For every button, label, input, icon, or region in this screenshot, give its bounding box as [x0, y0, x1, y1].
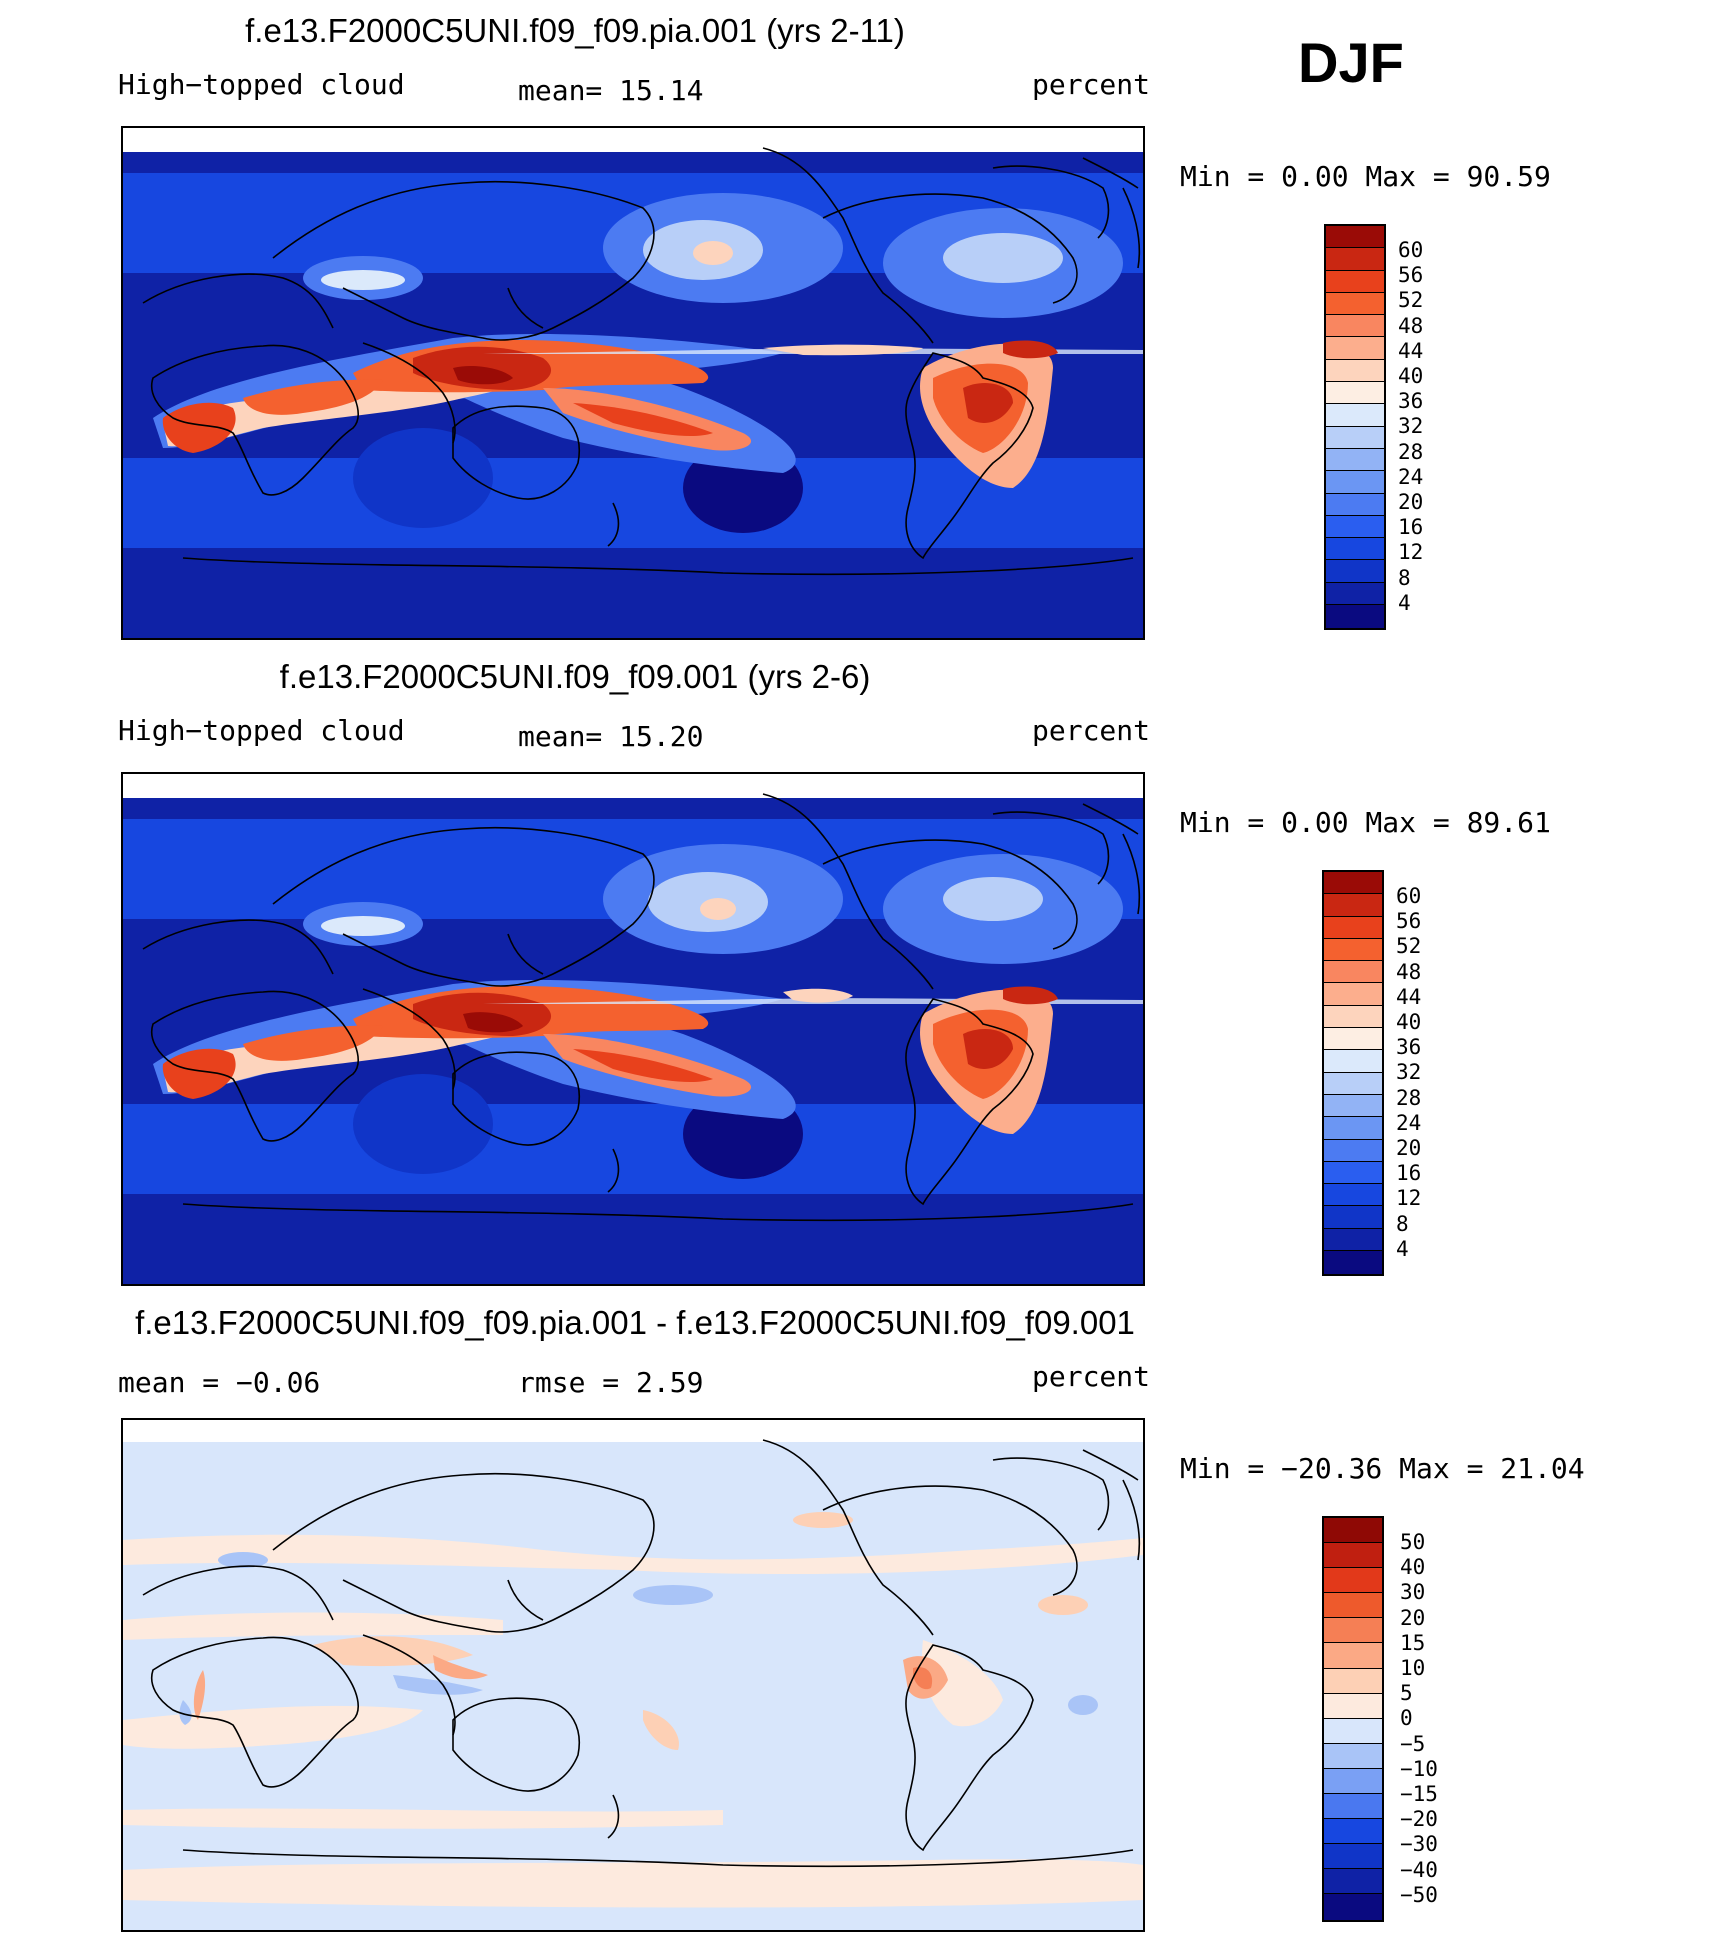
colorbar-tick-label: −50 [1400, 1882, 1438, 1907]
panel1-map [121, 126, 1145, 640]
colorbar-tick-label: 56 [1396, 909, 1422, 934]
panel3-rmse-label: rmse = 2.59 [518, 1366, 704, 1399]
panel1-title: f.e13.F2000C5UNI.f09_f09.pia.001 (yrs 2-… [245, 12, 905, 49]
colorbar-tick-label: 28 [1396, 1085, 1422, 1110]
panel3-mean-label: mean = −0.06 [118, 1366, 321, 1399]
panel1-minmax-label: Min = 0.00 Max = 90.59 [1180, 160, 1551, 193]
colorbar-tick-label: 24 [1396, 1110, 1422, 1135]
panel2-map [121, 772, 1145, 1286]
colorbar-tick-label: −15 [1400, 1782, 1438, 1806]
colorbar-tick-label: 10 [1400, 1656, 1426, 1680]
colorbar-tick-label: 28 [1398, 439, 1424, 464]
panel3-title: f.e13.F2000C5UNI.f09_f09.pia.001 - f.e13… [135, 1304, 1135, 1341]
panel1-colorbar [1324, 224, 1386, 630]
colorbar-tick-label: 60 [1398, 238, 1424, 262]
panel1-mean-label: mean= 15.14 [518, 74, 704, 107]
colorbar-tick-label: 12 [1398, 540, 1424, 565]
panel2-title: f.e13.F2000C5UNI.f09_f09.001 (yrs 2-6) [279, 658, 871, 695]
colorbar-tick-label: 32 [1396, 1060, 1422, 1085]
colorbar-tick-label: 24 [1398, 464, 1424, 489]
colorbar-tick-label: −30 [1400, 1832, 1438, 1857]
panel2-variable-label: High−topped cloud [118, 714, 405, 747]
colorbar-tick-label: 60 [1396, 884, 1422, 908]
panel3-minmax-label: Min = −20.36 Max = 21.04 [1180, 1452, 1585, 1485]
colorbar-tick-label: 50 [1400, 1530, 1426, 1554]
colorbar-tick-label: 20 [1398, 490, 1424, 514]
colorbar-tick-label: 44 [1398, 338, 1424, 363]
colorbar-tick-label: 52 [1398, 288, 1424, 313]
panel2-minmax-label: Min = 0.00 Max = 89.61 [1180, 806, 1551, 839]
colorbar-tick-label: 16 [1398, 515, 1424, 540]
colorbar-tick-label: 40 [1396, 1010, 1422, 1034]
colorbar-tick-label: 30 [1400, 1580, 1426, 1605]
season-label: DJF [1298, 31, 1404, 94]
colorbar-tick-label: 48 [1398, 313, 1424, 338]
colorbar-tick-label: 44 [1396, 984, 1422, 1009]
colorbar-tick-label: 20 [1396, 1136, 1422, 1160]
colorbar-tick-label: −5 [1400, 1731, 1426, 1756]
colorbar-tick-label: 36 [1398, 389, 1424, 414]
colorbar-tick-label: −20 [1400, 1807, 1438, 1832]
colorbar-tick-label: 4 [1396, 1236, 1409, 1261]
colorbar-tick-label: 52 [1396, 934, 1422, 959]
panel3-map [121, 1418, 1145, 1932]
colorbar-tick-label: 56 [1398, 263, 1424, 288]
colorbar-tick-label: 15 [1400, 1630, 1426, 1655]
colorbar-tick-label: 8 [1398, 565, 1411, 590]
colorbar-tick-label: −10 [1400, 1756, 1438, 1781]
colorbar-tick-label: 16 [1396, 1161, 1422, 1186]
colorbar-tick-label: 12 [1396, 1186, 1422, 1211]
panel2-colorbar [1322, 870, 1384, 1276]
colorbar-tick-label: 40 [1398, 364, 1424, 388]
panel2-units-label: percent [1032, 714, 1151, 747]
colorbar-tick-label: −40 [1400, 1857, 1438, 1882]
colorbar-tick-label: 5 [1400, 1681, 1413, 1706]
panel2-mean-label: mean= 15.20 [518, 720, 704, 753]
panel3-map-svg [123, 1420, 1143, 1930]
colorbar-tick-label: 40 [1400, 1555, 1426, 1580]
colorbar-tick-label: 0 [1400, 1706, 1413, 1731]
panel1-variable-label: High−topped cloud [118, 68, 405, 101]
panel1-units-label: percent [1032, 68, 1151, 101]
panel2-map-svg [123, 774, 1143, 1284]
panel3-units-label: percent [1032, 1360, 1151, 1393]
panel3-colorbar [1322, 1516, 1384, 1922]
colorbar-tick-label: 36 [1396, 1035, 1422, 1060]
colorbar-tick-label: 8 [1396, 1211, 1409, 1236]
colorbar-tick-label: 32 [1398, 414, 1424, 439]
colorbar-tick-label: 48 [1396, 959, 1422, 984]
colorbar-tick-label: 4 [1398, 590, 1411, 615]
panel1-map-svg [123, 128, 1143, 638]
colorbar-tick-label: 20 [1400, 1605, 1426, 1630]
